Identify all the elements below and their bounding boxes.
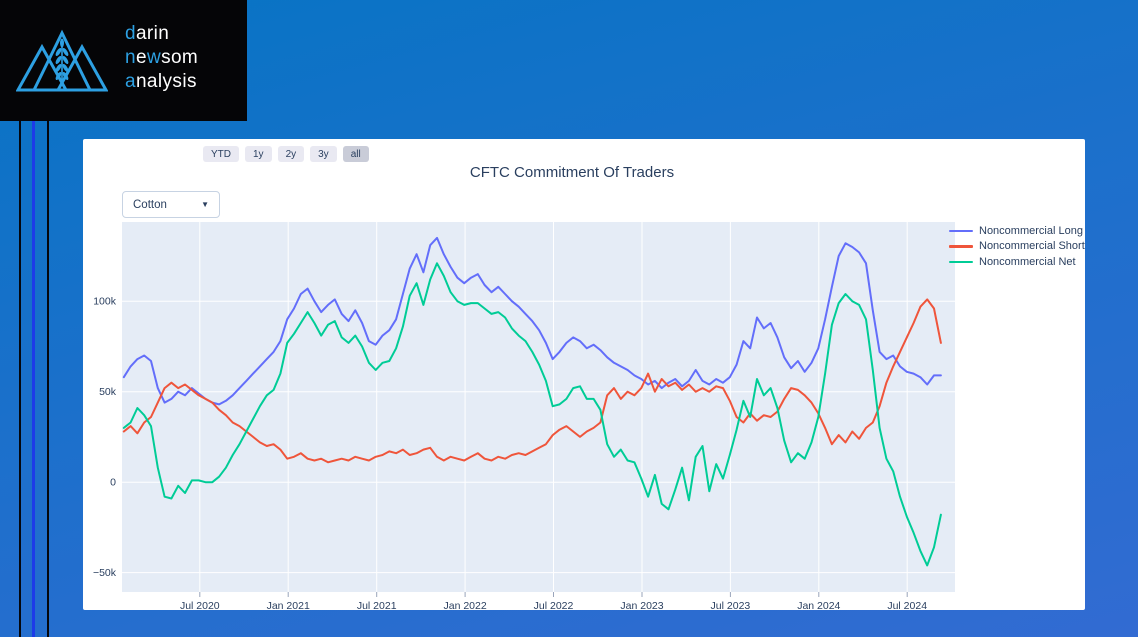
legend-line-swatch xyxy=(949,245,973,248)
mountains-wheat-icon xyxy=(16,29,108,92)
brand-line-newsom: newsom xyxy=(125,47,199,68)
range-button-2y[interactable]: 2y xyxy=(277,146,305,162)
chart-card: Jul 2020 Jan 2021 Jul 2021 Jan 2022 Jul 2022… xyxy=(83,139,1085,610)
caret-down-icon: ▼ xyxy=(201,200,209,209)
svg-text:Jul 2023: Jul 2023 xyxy=(711,600,751,610)
legend-line-swatch xyxy=(949,260,973,263)
svg-text:Jul 2021: Jul 2021 xyxy=(357,600,397,610)
legend-label: Noncommercial Net xyxy=(979,255,1076,268)
svg-text:100k: 100k xyxy=(93,296,117,308)
window-edge-line-left xyxy=(19,121,21,637)
brand-line-analysis: analysis xyxy=(125,71,197,92)
svg-text:Jan 2022: Jan 2022 xyxy=(443,600,486,610)
range-button-all[interactable]: all xyxy=(342,146,369,162)
svg-text:−50k: −50k xyxy=(93,567,117,579)
svg-text:50k: 50k xyxy=(99,386,117,398)
legend-label: Noncommercial Long xyxy=(979,224,1083,237)
brand-name: darin newsom analysis xyxy=(125,22,198,94)
svg-text:Jan 2021: Jan 2021 xyxy=(267,600,310,610)
wheat-stalk xyxy=(55,38,69,84)
svg-text:0: 0 xyxy=(110,477,116,489)
dropdown-value: Cotton xyxy=(133,198,167,211)
svg-text:Jul 2020: Jul 2020 xyxy=(180,600,220,610)
range-button-3y[interactable]: 3y xyxy=(310,146,337,162)
svg-text:Jan 2024: Jan 2024 xyxy=(797,600,840,610)
chart-legend: Noncommercial Long Noncommercial Short N… xyxy=(949,223,1085,270)
chart-title: CFTC Commitment Of Traders xyxy=(469,164,675,181)
cot-line-chart[interactable]: Jul 2020 Jan 2021 Jul 2021 Jan 2022 Jul 2022… xyxy=(83,139,1085,610)
brand-logo: darin newsom analysis xyxy=(0,0,247,121)
legend-item-noncommercial-short[interactable]: Noncommercial Short xyxy=(949,239,1085,255)
svg-text:Jul 2022: Jul 2022 xyxy=(534,600,574,610)
brand-line-darin: darin xyxy=(125,23,170,44)
range-selector: YTD 1y 2y 3y all xyxy=(203,146,369,162)
legend-label: Noncommercial Short xyxy=(979,240,1085,253)
legend-item-noncommercial-long[interactable]: Noncommercial Long xyxy=(949,223,1085,239)
legend-line-swatch xyxy=(949,229,973,232)
svg-text:Jan 2023: Jan 2023 xyxy=(620,600,663,610)
window-edge-line-right xyxy=(47,121,49,637)
range-button-1y[interactable]: 1y xyxy=(245,146,272,162)
legend-item-noncommercial-net[interactable]: Noncommercial Net xyxy=(949,254,1085,270)
range-button-ytd[interactable]: YTD xyxy=(203,146,239,162)
svg-text:Jul 2024: Jul 2024 xyxy=(887,600,927,610)
commodity-dropdown[interactable]: Cotton ▼ xyxy=(122,191,220,218)
window-edge-line-middle xyxy=(32,121,35,637)
